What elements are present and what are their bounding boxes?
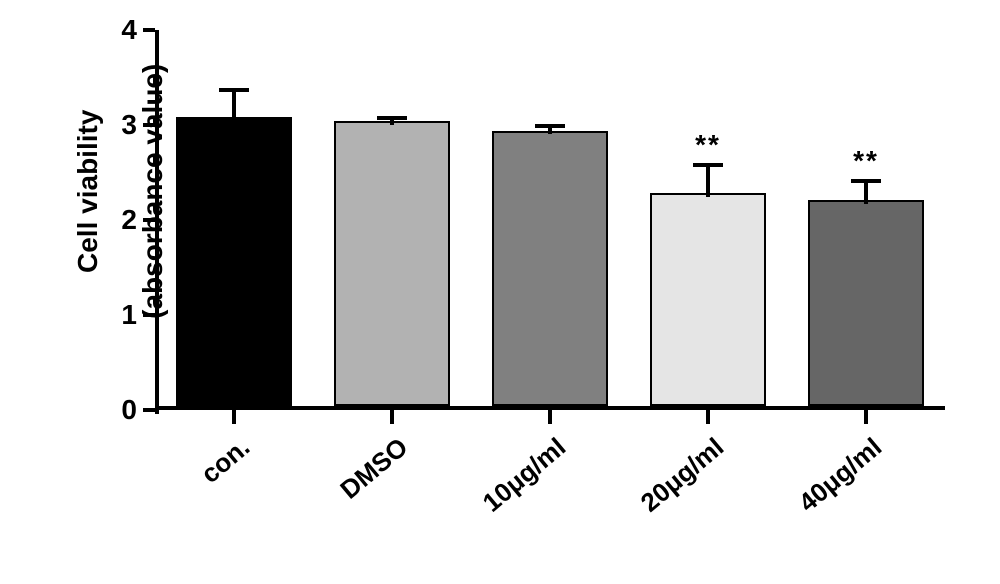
x-tick (864, 410, 868, 424)
error-bar-stem (706, 165, 710, 197)
significance-marker: ** (853, 145, 879, 177)
y-tick (143, 218, 155, 222)
y-tick (143, 313, 155, 317)
error-bar-cap (219, 88, 249, 92)
y-tick-label: 3 (97, 109, 137, 141)
bar (176, 117, 293, 406)
bar (334, 121, 451, 406)
bar (808, 200, 925, 406)
y-tick (143, 28, 155, 32)
bar (650, 193, 767, 406)
y-tick-label: 0 (97, 394, 137, 426)
error-bar-cap (377, 116, 407, 120)
bar (492, 131, 609, 407)
error-bar-cap (851, 179, 881, 183)
y-tick-label: 2 (97, 204, 137, 236)
error-bar-stem (232, 90, 236, 121)
bars-group: ** ** (155, 30, 945, 410)
y-tick (143, 123, 155, 127)
error-bar-stem (864, 181, 868, 204)
x-tick (706, 410, 710, 424)
error-bar-cap (535, 124, 565, 128)
x-tick (232, 410, 236, 424)
x-tick-label: 20μg/ml (557, 432, 730, 584)
y-tick (143, 408, 155, 412)
x-tick-label: 40μg/ml (715, 432, 888, 584)
x-tick (548, 410, 552, 424)
error-bar-cap (693, 163, 723, 167)
y-tick-label: 4 (97, 14, 137, 46)
y-tick-label: 1 (97, 299, 137, 331)
x-tick-label: con. (83, 432, 256, 584)
x-tick-label: DMSO (241, 432, 414, 584)
plot-area: ** ** (155, 30, 945, 410)
x-tick (390, 410, 394, 424)
significance-marker: ** (695, 129, 721, 161)
cell-viability-bar-chart: Cell viability (absorbance value) **** 0… (0, 0, 1000, 516)
x-tick-label: 10μg/ml (399, 432, 572, 584)
